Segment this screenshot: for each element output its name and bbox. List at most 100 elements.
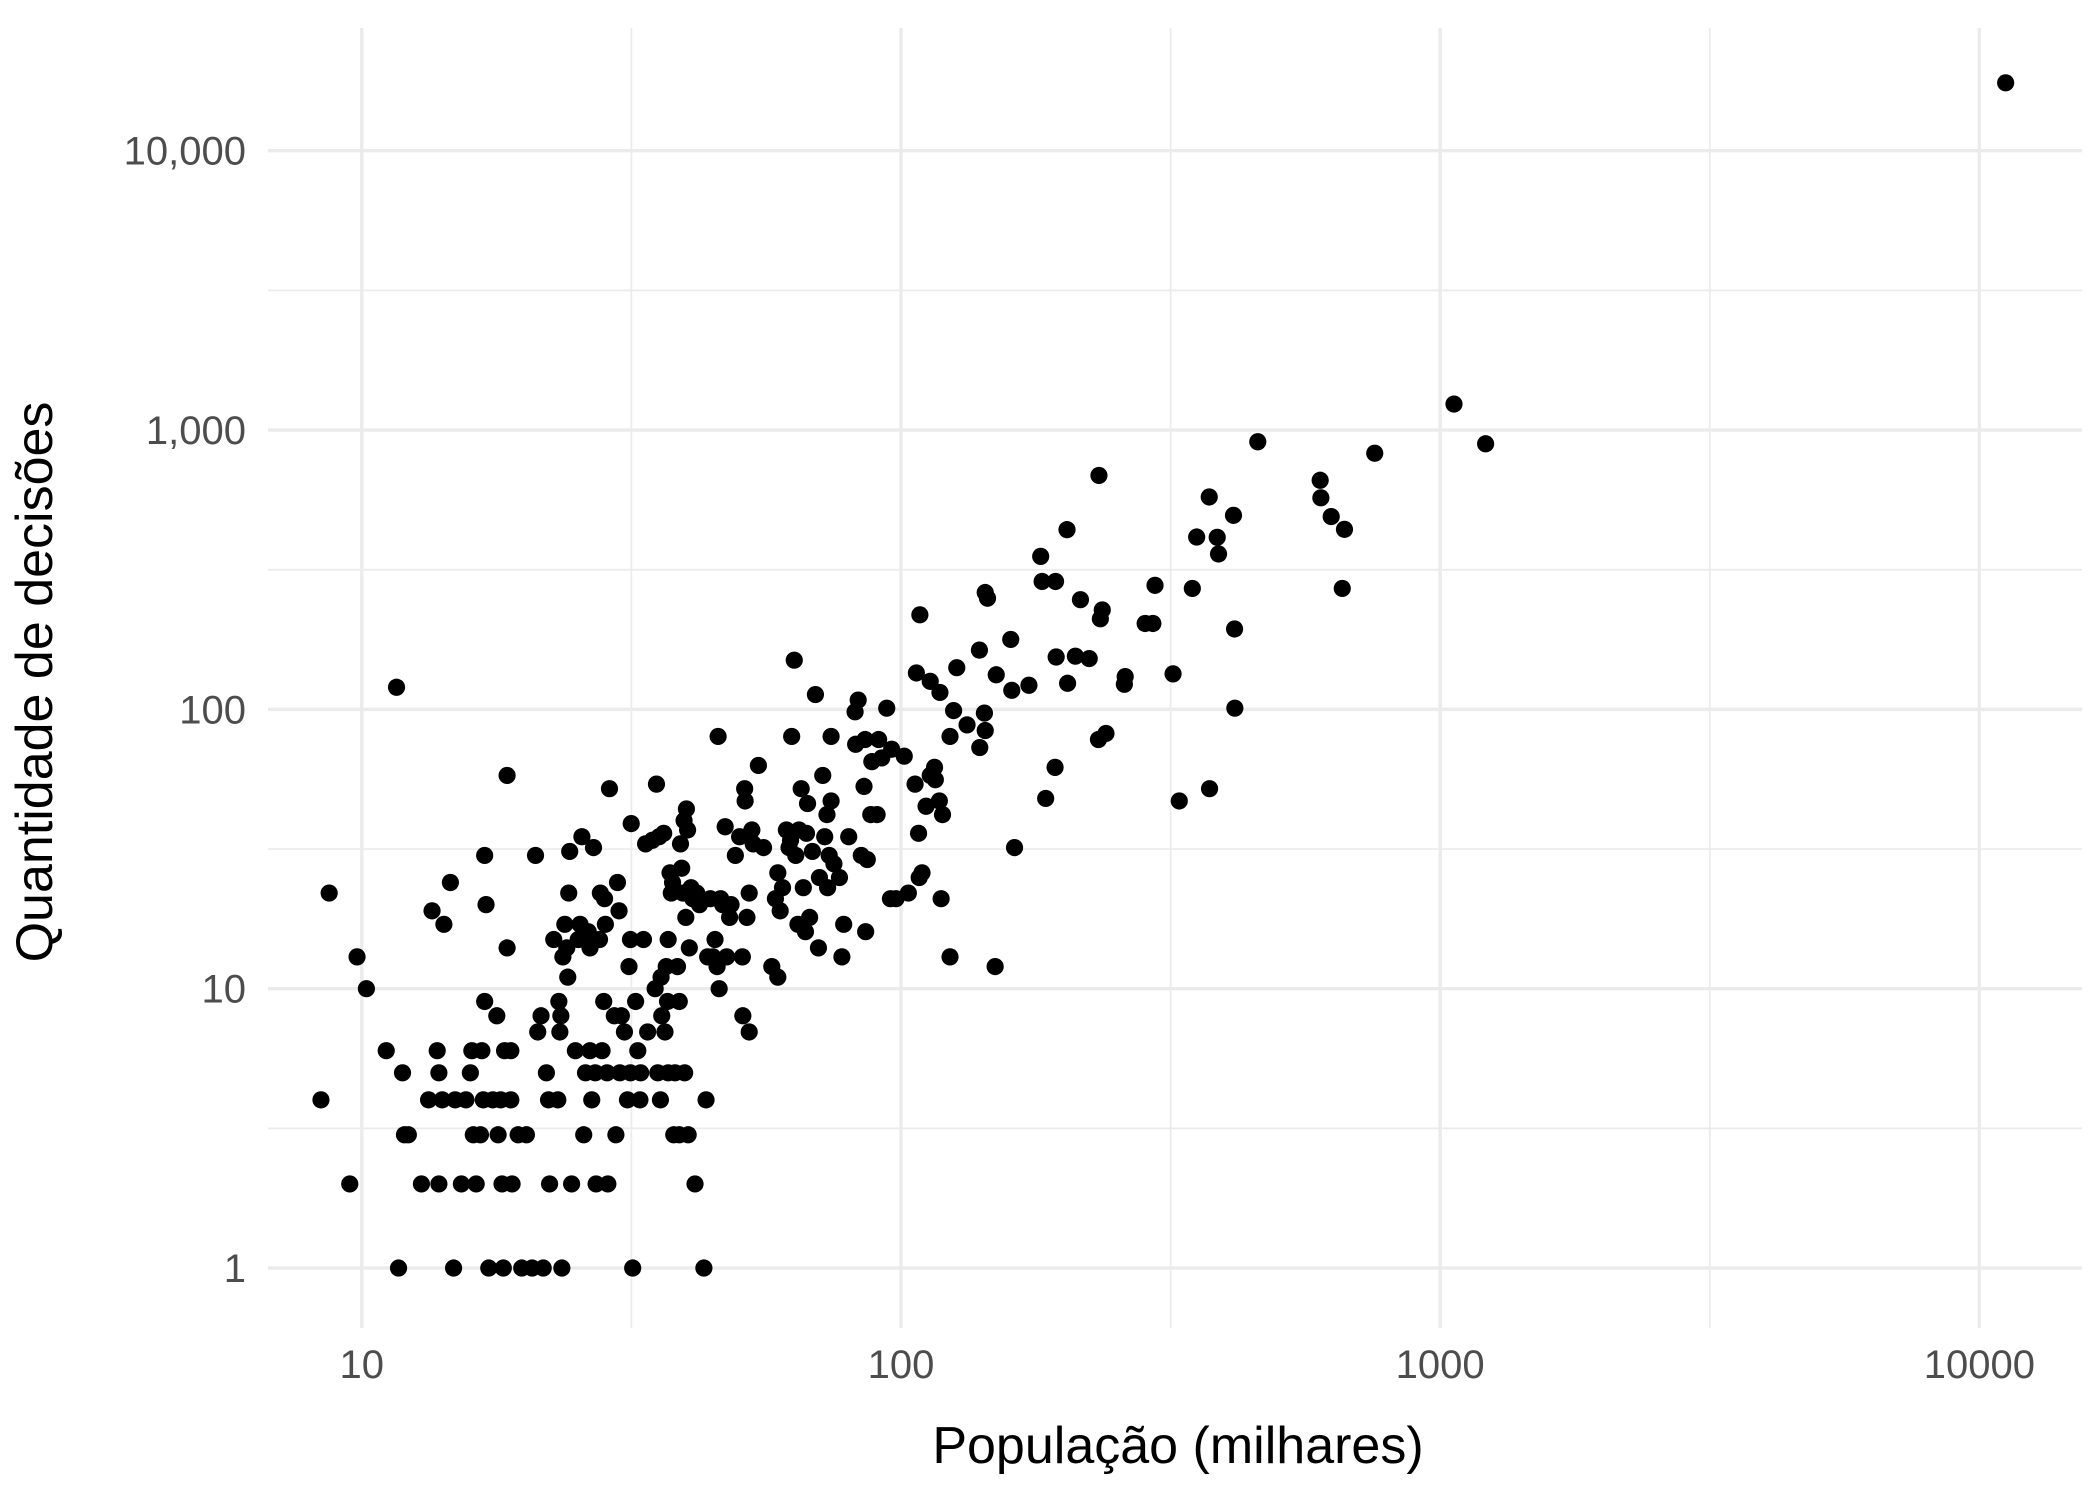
data-point [452, 1175, 470, 1193]
data-point [1080, 649, 1098, 668]
data-point [1047, 648, 1065, 666]
data-point [461, 1064, 479, 1082]
data-point [1033, 572, 1051, 591]
data-point [1071, 591, 1090, 609]
data-point [814, 766, 832, 785]
data-point [624, 1259, 642, 1277]
data-point [627, 992, 645, 1011]
data-point [1046, 572, 1065, 591]
data-point [596, 915, 614, 933]
data-point [498, 939, 516, 957]
data-point [634, 930, 653, 949]
data-point [1090, 466, 1108, 485]
data-point [517, 1126, 536, 1144]
data-point [532, 1007, 550, 1025]
data-point [430, 1064, 448, 1082]
data-point [444, 1259, 463, 1277]
data-point [930, 792, 948, 810]
data-point [835, 915, 853, 933]
data-point [1144, 614, 1162, 633]
data-point [480, 1259, 498, 1277]
data-point [1058, 521, 1076, 539]
data-point [312, 1091, 330, 1109]
data-point [393, 1064, 412, 1082]
data-point [563, 1175, 581, 1193]
data-point [1200, 488, 1218, 506]
data-point [502, 1042, 520, 1060]
data-point [830, 868, 849, 887]
data-point [659, 930, 677, 949]
data-point [389, 1259, 408, 1277]
data-point [907, 664, 925, 682]
data-point [771, 902, 789, 920]
data-point [494, 1259, 512, 1277]
data-point [1037, 789, 1055, 808]
data-point [584, 839, 603, 857]
x-tick-label: 100 [868, 1343, 935, 1387]
data-point [909, 824, 928, 842]
data-point [550, 992, 568, 1011]
data-point [1146, 576, 1164, 594]
data-point [716, 818, 734, 836]
data-point [945, 701, 963, 720]
x-axis-tick-labels: 10 100 1000 10000 [340, 1343, 2035, 1387]
data-point [590, 930, 609, 949]
data-point [925, 758, 944, 776]
data-point [503, 1175, 521, 1193]
data-point [883, 740, 901, 758]
data-point [679, 1126, 697, 1144]
data-point [769, 968, 787, 986]
data-point [809, 939, 828, 957]
data-point [1445, 395, 1463, 413]
data-point [552, 1007, 570, 1025]
data-point [639, 1023, 657, 1041]
data-point [1164, 665, 1182, 683]
data-point [399, 1126, 417, 1144]
data-point [566, 1042, 585, 1060]
data-point [476, 992, 494, 1011]
data-point [607, 1126, 625, 1144]
data-point [792, 780, 810, 798]
data-point [857, 923, 875, 941]
data-point [971, 738, 989, 757]
data-point [556, 915, 574, 933]
y-tick-label: 10 [202, 968, 247, 1012]
data-point [676, 1064, 694, 1082]
data-point [618, 1091, 637, 1109]
data-point [1032, 547, 1050, 565]
y-tick-label: 100 [179, 688, 246, 732]
data-point [1183, 579, 1201, 598]
data-point [680, 939, 698, 957]
data-point [615, 1023, 634, 1041]
data-point [1188, 528, 1206, 546]
data-point [906, 775, 924, 793]
y-axis-tick-labels: 1 10 100 1,000 10,000 [124, 130, 246, 1291]
data-point [878, 699, 896, 717]
data-point [1477, 435, 1495, 453]
data-point [697, 1091, 715, 1109]
data-point [467, 1175, 485, 1193]
data-point [801, 908, 819, 927]
data-point [670, 992, 688, 1011]
data-point [377, 1042, 395, 1060]
data-point [348, 948, 366, 966]
data-point [849, 691, 867, 709]
data-point [677, 908, 695, 927]
data-point [545, 930, 563, 949]
data-point [489, 1126, 507, 1144]
data-point [476, 846, 494, 865]
data-point [1002, 630, 1020, 649]
data-point [921, 672, 939, 690]
data-point [540, 1175, 559, 1193]
data-point [678, 821, 697, 839]
data-point [412, 1175, 431, 1193]
data-point [561, 842, 579, 861]
data-point [668, 957, 687, 976]
data-point [734, 1007, 752, 1025]
data-point [1333, 579, 1351, 598]
data-point [430, 1175, 448, 1193]
data-point [819, 879, 837, 897]
x-axis-title: População (milhares) [932, 1417, 1423, 1475]
data-point [620, 957, 638, 976]
data-point [695, 1259, 713, 1277]
